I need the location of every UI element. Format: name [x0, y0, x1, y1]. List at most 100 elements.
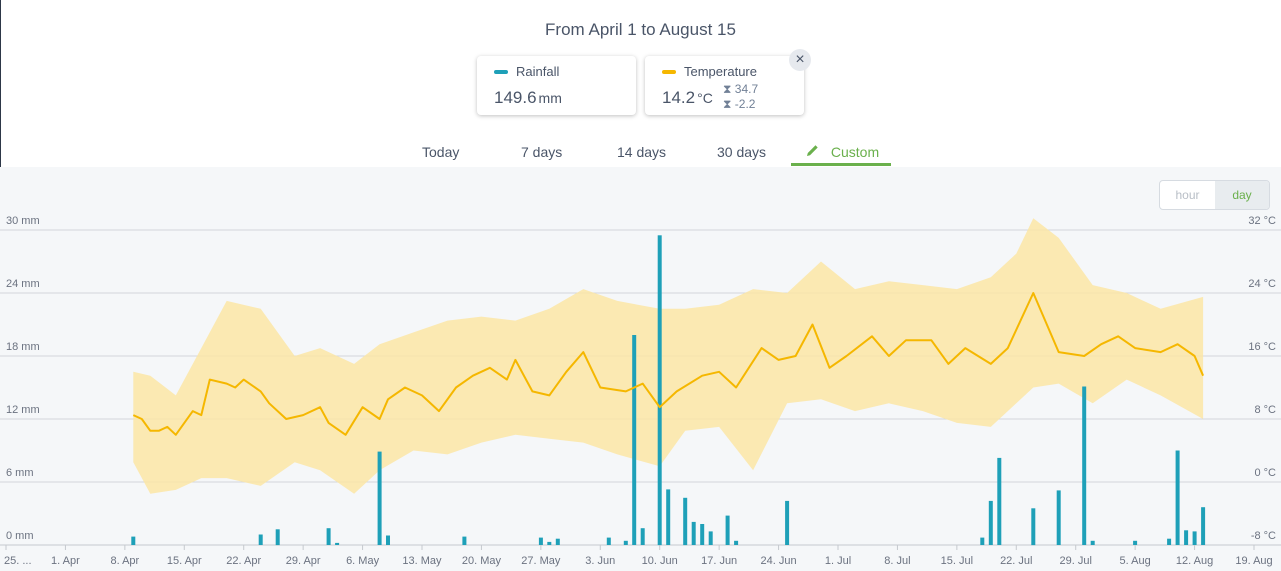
x-axis-tick-label: 22. Apr: [226, 555, 261, 567]
temperature-value: 14.2 °C: [662, 88, 713, 108]
rainfall-bar: [683, 497, 688, 546]
rainfall-legend-swatch: [494, 70, 508, 74]
x-axis-tick-label: 8. Jul: [884, 555, 910, 567]
rainfall-bar: [1175, 450, 1180, 545]
left-axis-tick-label: 0 mm: [6, 530, 34, 542]
tab-custom-label: Custom: [830, 144, 880, 160]
x-axis-tick-label: 3. Jun: [585, 555, 615, 567]
rainfall-label: Rainfall: [516, 64, 560, 79]
rainfall-bar: [1031, 508, 1036, 546]
tab-14-days[interactable]: 14 days: [617, 144, 667, 160]
rainfall-bar: [1090, 540, 1095, 545]
rainfall-bar: [640, 528, 645, 545]
left-axis-tick-label: 30 mm: [6, 215, 40, 227]
pencil-icon: [806, 144, 820, 160]
rainfall-bar: [632, 335, 637, 545]
active-tab-indicator: [791, 163, 891, 166]
rainfall-bar: [131, 536, 136, 545]
window-left-edge: [0, 0, 1, 168]
rainfall-bar: [1082, 386, 1087, 545]
rainfall-bar: [734, 540, 739, 545]
rainfall-total: 149.6: [494, 88, 537, 107]
rainfall-bar: [725, 515, 730, 545]
rainfall-bar: [377, 451, 382, 545]
temperature-summary-card: Temperature 14.2 °C ⧗ 34.7 ⧗ -2.2: [645, 56, 804, 115]
x-axis-tick-label: 29. Apr: [286, 555, 321, 567]
rainfall-bar: [657, 235, 662, 546]
temperature-average: 14.2: [662, 88, 696, 107]
rainfall-bar: [275, 529, 280, 546]
rainfall-bar: [1056, 490, 1061, 545]
rainfall-bar: [785, 500, 790, 545]
x-axis-tick-label: 5. Aug: [1120, 555, 1151, 567]
x-axis-tick-label: 1. Jul: [825, 555, 851, 567]
rainfall-bar: [462, 536, 467, 545]
right-axis-tick-label: 32 °C: [1248, 215, 1276, 227]
temperature-legend-swatch: [662, 70, 676, 74]
rainfall-bar: [666, 489, 671, 545]
rainfall-bar: [1133, 540, 1138, 545]
rainfall-bar: [326, 528, 331, 545]
rainfall-summary-card: Rainfall 149.6 mm: [477, 56, 636, 115]
rainfall-bar: [988, 500, 993, 545]
temperature-minmax: ⧗ 34.7 ⧗ -2.2: [723, 82, 758, 112]
x-axis-tick-label: 27. May: [521, 555, 561, 567]
rainfall-bar: [1192, 531, 1197, 545]
right-axis-tick-label: 24 °C: [1248, 278, 1276, 290]
right-axis-tick-label: 8 °C: [1254, 404, 1276, 416]
granularity-toggle: hour day: [1159, 180, 1270, 210]
x-axis-tick-label: 13. May: [402, 555, 442, 567]
rainfall-bar: [386, 535, 390, 545]
rainfall-unit: mm: [538, 90, 562, 106]
x-axis-tick-label: 20. May: [462, 555, 502, 567]
temperature-range-band: [133, 218, 1204, 494]
temperature-unit: °C: [697, 90, 713, 106]
x-axis-tick-label: 1. Apr: [51, 555, 80, 567]
x-axis-tick-label: 6. May: [346, 555, 380, 567]
right-axis-tick-label: 0 °C: [1254, 467, 1276, 479]
tab-7-days[interactable]: 7 days: [521, 144, 563, 160]
date-range-title: From April 1 to August 15: [545, 20, 736, 39]
close-icon[interactable]: ×: [789, 49, 811, 71]
tab-30-days[interactable]: 30 days: [717, 144, 767, 160]
rainfall-bar: [691, 521, 696, 545]
min-temperature: -2.2: [734, 97, 756, 111]
rainfall-bar: [335, 542, 340, 545]
x-axis-tick-label: 22. Jul: [1000, 555, 1032, 567]
x-axis-tick-label: 29. Jul: [1060, 555, 1092, 567]
hour-toggle-button[interactable]: hour: [1175, 188, 1200, 202]
rainfall-bar: [555, 538, 560, 545]
min-temp-icon: ⧗: [723, 97, 732, 111]
rainfall-bar: [1184, 530, 1189, 545]
rainfall-bar: [606, 537, 611, 545]
right-axis-tick-label: 16 °C: [1248, 341, 1276, 353]
rainfall-bar: [623, 540, 628, 545]
x-axis-tick-label: 24. Jun: [761, 555, 797, 567]
rainfall-bar: [708, 531, 713, 545]
x-axis-tick-label: 25. ...: [4, 555, 32, 567]
left-axis-tick-label: 6 mm: [6, 467, 34, 479]
rainfall-bar: [980, 537, 985, 545]
rainfall-value: 149.6 mm: [494, 88, 562, 108]
x-axis-tick-label: 10. Jun: [642, 555, 678, 567]
temperature-line: [132, 292, 1205, 436]
rainfall-bar: [700, 524, 705, 545]
rainfall-bar: [1167, 538, 1172, 545]
x-axis-tick-label: 15. Apr: [167, 555, 202, 567]
x-axis-tick-label: 19. Aug: [1235, 555, 1272, 567]
rainfall-bar: [997, 457, 1002, 545]
rainfall-bar: [258, 534, 263, 545]
x-axis-tick-label: 8. Apr: [110, 555, 139, 567]
left-axis-tick-label: 24 mm: [6, 278, 40, 290]
max-temp-icon: ⧗: [723, 82, 732, 96]
rainfall-bar: [538, 537, 543, 545]
tab-today[interactable]: Today: [422, 144, 460, 160]
x-axis-tick-label: 17. Jun: [701, 555, 737, 567]
left-axis-tick-label: 18 mm: [6, 341, 40, 353]
tab-custom[interactable]: Custom: [806, 144, 879, 160]
right-axis-tick-label: -8 °C: [1251, 530, 1276, 542]
left-axis-tick-label: 12 mm: [6, 404, 40, 416]
x-axis-tick-label: 15. Jul: [941, 555, 973, 567]
day-toggle-button[interactable]: day: [1215, 181, 1269, 209]
